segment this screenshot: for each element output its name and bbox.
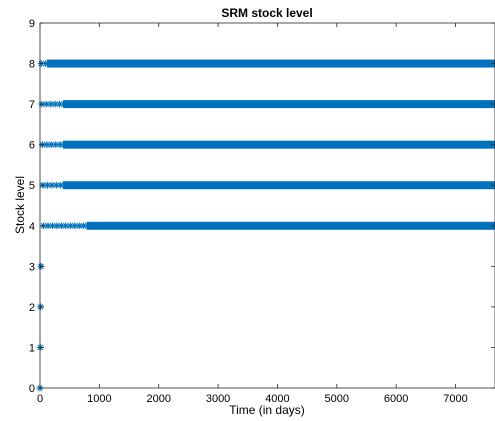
plot-marks <box>37 60 495 392</box>
x-tick-label: 2000 <box>146 393 170 405</box>
x-tick-label: 6000 <box>384 393 408 405</box>
y-tick-label: 3 <box>29 261 35 273</box>
y-tick-label: 5 <box>29 180 35 192</box>
y-axis-label: Stock level <box>13 176 27 234</box>
y-tick-label: 1 <box>29 342 35 354</box>
x-axis-label: Time (in days) <box>229 403 305 417</box>
x-tick-label: 5000 <box>325 393 349 405</box>
y-tick-label: 9 <box>29 18 35 30</box>
x-tick-label: 0 <box>37 393 43 405</box>
y-tick-label: 2 <box>29 302 35 314</box>
y-tick-label: 6 <box>29 140 35 152</box>
y-tick-label: 8 <box>29 59 35 71</box>
x-tick-label: 3000 <box>206 393 230 405</box>
y-tick-label: 7 <box>29 99 35 111</box>
x-tick-label: 1000 <box>87 393 111 405</box>
plot-frame <box>40 23 495 388</box>
y-tick-label: 4 <box>29 221 35 233</box>
x-tick-label: 7000 <box>443 393 467 405</box>
y-tick-label: 0 <box>29 383 35 395</box>
chart-title: SRM stock level <box>221 6 312 20</box>
